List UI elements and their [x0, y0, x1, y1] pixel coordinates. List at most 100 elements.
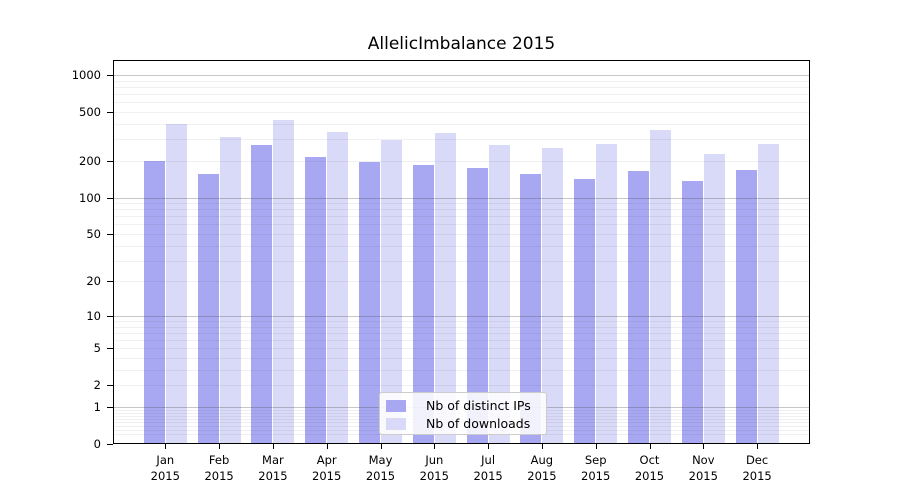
minor-gridline: [114, 369, 809, 371]
bar-distinct-ips-apr: [305, 156, 327, 443]
minor-gridline: [114, 234, 809, 235]
minor-gridline: [114, 209, 809, 211]
y-tick: [107, 234, 113, 235]
x-tick: [595, 444, 597, 449]
bar-distinct-ips-feb: [197, 173, 219, 443]
x-tick: [757, 444, 759, 449]
bar-distinct-ips-nov: [681, 180, 703, 443]
y-tick-label: 2: [93, 378, 101, 393]
y-tick: [107, 407, 113, 408]
legend-item-distinct-ips: Nb of distinct IPs: [386, 397, 546, 415]
x-tick-label-jun: Jun 2015: [419, 453, 449, 483]
bar-distinct-ips-aug: [520, 173, 542, 443]
bar-distinct-ips-oct: [628, 171, 649, 443]
y-tick-label: 50: [86, 227, 101, 241]
bar-downloads-dec: [757, 144, 779, 443]
chart-title: AllelicImbalance 2015: [367, 34, 556, 54]
bar-downloads-oct: [650, 129, 671, 443]
y-tick-label: 10: [86, 308, 101, 323]
x-tick: [541, 444, 543, 449]
major-gridline: [114, 315, 809, 317]
minor-gridline: [114, 216, 809, 218]
x-tick-label-feb: Feb 2015: [204, 453, 234, 483]
x-tick-label-dec: Dec 2015: [742, 453, 772, 483]
x-tick: [165, 444, 167, 449]
bar-downloads-feb: [219, 136, 241, 443]
y-tick-label: 100: [79, 190, 101, 205]
minor-gridline: [114, 123, 809, 125]
bar-distinct-ips-sep: [574, 178, 596, 443]
bar-distinct-ips-dec: [735, 170, 757, 443]
bar-downloads-aug: [542, 148, 564, 443]
y-tick-label: 1000: [71, 67, 101, 82]
x-tick-label-jul: Jul 2015: [473, 453, 503, 483]
x-tick: [488, 444, 490, 449]
minor-gridline: [114, 94, 809, 95]
x-tick: [703, 444, 705, 449]
x-tick-label-mar: Mar 2015: [258, 453, 288, 483]
y-tick: [107, 74, 113, 76]
legend-label-downloads: Nb of downloads: [426, 416, 531, 431]
x-tick-label-oct: Oct 2015: [634, 453, 665, 483]
bar-downloads-apr: [327, 131, 349, 443]
y-tick: [107, 315, 113, 317]
y-tick-label: 5: [93, 341, 101, 356]
bar-downloads-mar: [273, 120, 295, 443]
x-tick-label-nov: Nov 2015: [688, 453, 718, 483]
bar-distinct-ips-jun: [412, 165, 434, 443]
legend: Nb of distinct IPs Nb of downloads: [379, 392, 547, 435]
y-tick-label: 200: [79, 153, 101, 168]
y-tick: [107, 197, 113, 199]
minor-gridline: [114, 111, 809, 113]
legend-label-distinct-ips: Nb of distinct IPs: [426, 398, 531, 413]
bar-downloads-sep: [596, 143, 618, 443]
bar-distinct-ips-mar: [251, 144, 273, 443]
legend-item-downloads: Nb of downloads: [386, 415, 546, 433]
bar-downloads-nov: [703, 153, 725, 443]
x-tick: [219, 444, 221, 449]
x-tick: [326, 444, 328, 449]
y-tick: [107, 348, 113, 350]
minor-gridline: [114, 102, 809, 104]
minor-gridline: [114, 160, 809, 162]
minor-gridline: [114, 224, 809, 226]
y-tick-label: 0: [93, 437, 101, 451]
minor-gridline: [114, 348, 809, 350]
x-tick-label-may: May 2015: [365, 453, 396, 483]
bar-distinct-ips-jan: [143, 161, 165, 443]
minor-gridline: [114, 260, 809, 262]
minor-gridline: [114, 245, 809, 247]
minor-gridline: [114, 281, 809, 283]
y-tick: [107, 111, 113, 113]
x-tick: [272, 444, 274, 449]
y-tick: [107, 444, 113, 445]
legend-swatch-downloads: [386, 418, 406, 430]
major-gridline: [114, 74, 809, 76]
minor-gridline: [114, 321, 809, 322]
minor-gridline: [114, 203, 809, 204]
y-tick-label: 20: [86, 274, 101, 289]
minor-gridline: [114, 326, 809, 328]
bar-distinct-ips-jul: [466, 168, 488, 443]
bar-downloads-jun: [434, 133, 456, 443]
bar-downloads-jul: [488, 144, 510, 443]
minor-gridline: [114, 80, 809, 82]
bar-distinct-ips-may: [359, 162, 380, 443]
minor-gridline: [114, 86, 809, 88]
minor-gridline: [114, 332, 809, 334]
x-tick: [649, 444, 651, 449]
y-tick: [107, 160, 113, 162]
legend-swatch-distinct-ips: [386, 400, 406, 412]
x-tick-label-aug: Aug 2015: [527, 453, 557, 483]
x-tick: [434, 444, 436, 449]
y-tick-label: 500: [79, 104, 101, 119]
minor-gridline: [114, 139, 809, 141]
x-tick: [380, 444, 382, 449]
y-tick: [107, 281, 113, 283]
minor-gridline: [114, 340, 809, 342]
y-tick-label: 1: [93, 400, 101, 414]
major-gridline: [114, 197, 809, 199]
minor-gridline: [114, 385, 809, 387]
x-tick-label-sep: Sep 2015: [581, 453, 611, 483]
